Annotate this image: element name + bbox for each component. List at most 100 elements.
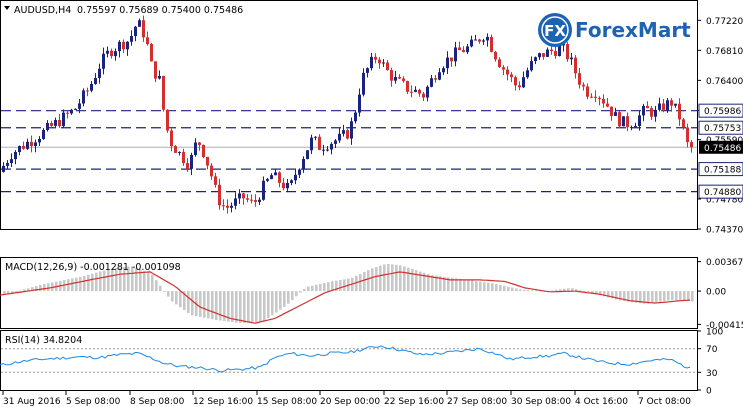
candle-body xyxy=(46,123,49,130)
candle-body xyxy=(222,205,225,207)
candle-body xyxy=(630,127,633,129)
candle-body xyxy=(362,72,365,95)
candle-body xyxy=(394,77,397,81)
time-tick-label: 22 Sep 16:00 xyxy=(384,397,444,407)
candle-body xyxy=(454,47,457,62)
candle-body xyxy=(326,149,329,151)
candle-body xyxy=(30,141,33,146)
macd-bar xyxy=(31,287,34,292)
candle-body xyxy=(562,44,565,46)
macd-bar xyxy=(423,272,426,292)
rsi-panel-frame xyxy=(0,330,698,391)
candle-body xyxy=(18,146,21,153)
macd-bar xyxy=(535,290,538,292)
macd-bar xyxy=(575,289,578,292)
symbol-label: AUDUSD,H4 xyxy=(14,5,71,16)
macd-bar xyxy=(507,286,510,292)
candle-body xyxy=(446,57,449,69)
candle-body xyxy=(566,44,569,60)
macd-bar xyxy=(495,284,498,292)
candle-body xyxy=(638,115,641,126)
macd-bar xyxy=(115,268,118,292)
macd-bar xyxy=(179,291,182,308)
macd-bar xyxy=(663,291,666,302)
macd-bar xyxy=(539,290,542,292)
candle-body xyxy=(366,68,369,73)
candle-body xyxy=(662,103,665,111)
candle-body xyxy=(382,62,385,64)
candle-body xyxy=(178,151,181,153)
candle-body xyxy=(530,61,533,71)
macd-tick-label: 0.003673 xyxy=(706,258,743,268)
candle-body xyxy=(510,74,513,78)
current-price-label: 0.75486 xyxy=(704,144,741,154)
rsi-levels xyxy=(1,348,697,373)
macd-bar xyxy=(27,288,30,292)
candle-body xyxy=(646,105,649,109)
macd-bar xyxy=(359,273,362,292)
candle-body xyxy=(74,108,77,110)
candle-body xyxy=(490,36,493,52)
macd-bar xyxy=(691,291,694,302)
macd-bar xyxy=(143,270,146,292)
candle-body xyxy=(238,193,241,199)
candle-body xyxy=(422,93,425,98)
candle-body xyxy=(426,86,429,98)
macd-bar xyxy=(187,291,190,313)
candle-body xyxy=(322,149,325,151)
candle-body xyxy=(274,172,277,176)
candle-body xyxy=(70,109,73,114)
candle-body xyxy=(690,142,693,148)
macd-bar xyxy=(603,291,606,297)
macd-bar xyxy=(303,288,306,292)
macd-bar xyxy=(7,291,10,294)
candle-body xyxy=(134,26,137,37)
level-tag-label: 0.74880 xyxy=(704,188,741,198)
macd-bar xyxy=(403,266,406,292)
candle-body xyxy=(90,83,93,91)
macd-bar xyxy=(99,271,102,292)
candle-body xyxy=(22,146,25,149)
macd-bar xyxy=(607,291,610,298)
candle-body xyxy=(62,112,65,127)
macd-bar xyxy=(331,281,334,292)
candle-body xyxy=(146,37,149,45)
macd-bar xyxy=(595,291,598,295)
candle-body xyxy=(406,81,409,92)
candle-body xyxy=(602,99,605,104)
candle-body xyxy=(670,100,673,106)
candle-body xyxy=(682,119,685,128)
macd-bar xyxy=(383,264,386,292)
macd-bar xyxy=(111,268,114,292)
macd-bar xyxy=(131,266,134,292)
candle-body xyxy=(130,36,133,42)
macd-bar xyxy=(367,270,370,292)
candle-body xyxy=(306,150,309,159)
macd-bar xyxy=(151,274,154,292)
macd-bar xyxy=(175,291,178,305)
macd-bar xyxy=(291,291,294,300)
candle-body xyxy=(194,142,197,156)
price-tick-label: 0.74370 xyxy=(706,226,743,236)
macd-bar xyxy=(11,291,14,293)
candle-body xyxy=(246,198,249,200)
macd-bar xyxy=(431,275,434,292)
macd-bar xyxy=(619,291,622,301)
macd-bar xyxy=(75,277,78,292)
candle-body xyxy=(498,59,501,68)
dropdown-triangle-icon[interactable] xyxy=(4,6,10,10)
macd-bar xyxy=(323,283,326,292)
macd-bar xyxy=(263,291,266,321)
candle-body xyxy=(258,199,261,202)
candle-body xyxy=(546,49,549,57)
macd-bar xyxy=(231,291,234,323)
candle-body xyxy=(686,127,689,143)
candle-body xyxy=(502,67,505,70)
candle-body xyxy=(650,108,653,117)
macd-title: MACD(12,26,9) -0.001281 -0.001098 xyxy=(5,262,181,273)
candle-body xyxy=(226,205,229,208)
macd-bar xyxy=(555,289,558,292)
candle-body xyxy=(154,61,157,79)
time-tick-label: 5 Sep 08:00 xyxy=(66,397,121,407)
